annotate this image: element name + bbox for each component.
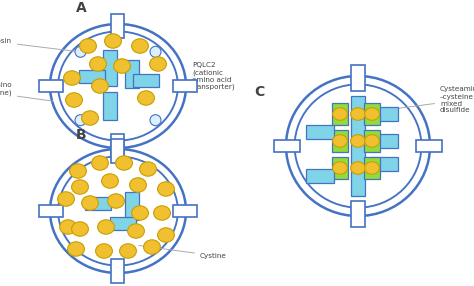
Ellipse shape (50, 149, 186, 273)
Bar (370, 134, 398, 148)
Ellipse shape (365, 162, 379, 174)
Ellipse shape (70, 164, 86, 178)
Bar (274, 140, 300, 152)
Text: C: C (254, 85, 264, 99)
Bar (133, 74, 159, 86)
Ellipse shape (333, 108, 347, 120)
Bar (370, 157, 398, 171)
Ellipse shape (333, 135, 347, 147)
Bar (125, 192, 139, 220)
Bar (332, 103, 348, 125)
Text: Cationic amino
acid (for example, lysine): Cationic amino acid (for example, lysine… (0, 82, 53, 101)
Ellipse shape (91, 156, 109, 170)
Bar (173, 80, 197, 92)
Ellipse shape (90, 57, 106, 71)
Bar (370, 107, 398, 121)
Bar (306, 125, 334, 139)
Ellipse shape (105, 34, 121, 48)
Bar (111, 134, 125, 158)
Ellipse shape (64, 71, 81, 85)
Ellipse shape (119, 244, 137, 258)
Ellipse shape (140, 162, 156, 176)
Bar (103, 50, 117, 86)
Bar (111, 14, 125, 38)
Circle shape (150, 115, 161, 126)
Ellipse shape (82, 111, 99, 125)
Ellipse shape (101, 174, 118, 188)
Bar (39, 205, 63, 217)
Bar (173, 205, 197, 217)
Ellipse shape (144, 240, 160, 254)
Ellipse shape (333, 162, 347, 174)
Ellipse shape (108, 194, 124, 208)
Ellipse shape (58, 192, 74, 206)
Ellipse shape (157, 228, 174, 242)
Ellipse shape (129, 178, 146, 192)
Circle shape (150, 46, 161, 57)
Ellipse shape (286, 76, 430, 216)
Ellipse shape (68, 242, 84, 256)
Ellipse shape (351, 108, 365, 120)
Ellipse shape (98, 220, 114, 234)
Ellipse shape (80, 39, 96, 53)
Bar (351, 65, 365, 91)
Ellipse shape (137, 91, 155, 105)
Ellipse shape (50, 24, 186, 148)
Ellipse shape (365, 108, 379, 120)
Bar (111, 259, 125, 283)
Ellipse shape (72, 180, 88, 194)
Text: Cysteamine
–cysteine
mixed
disulfide: Cysteamine –cysteine mixed disulfide (381, 86, 474, 114)
Bar (39, 80, 63, 92)
Text: A: A (76, 1, 87, 15)
Text: PQLC2
(cationic
amino acid
transporter): PQLC2 (cationic amino acid transporter) (183, 62, 236, 90)
Ellipse shape (72, 222, 88, 236)
Bar (110, 217, 136, 229)
Bar (103, 92, 117, 120)
Ellipse shape (60, 220, 76, 234)
Bar (332, 157, 348, 179)
Ellipse shape (132, 39, 148, 53)
Circle shape (75, 115, 86, 126)
Ellipse shape (65, 93, 82, 107)
Bar (364, 103, 380, 125)
Bar (416, 140, 442, 152)
Ellipse shape (154, 206, 170, 220)
Ellipse shape (96, 244, 112, 258)
Bar (351, 201, 365, 227)
Bar (351, 96, 365, 196)
Text: Cystinosin: Cystinosin (0, 38, 78, 51)
Bar (79, 69, 105, 82)
Ellipse shape (116, 156, 132, 170)
Ellipse shape (150, 57, 166, 71)
Bar (111, 139, 125, 163)
Ellipse shape (351, 135, 365, 147)
Bar (125, 60, 139, 88)
Ellipse shape (157, 182, 174, 196)
Bar (85, 196, 111, 210)
Ellipse shape (365, 135, 379, 147)
Ellipse shape (91, 79, 109, 93)
Ellipse shape (114, 59, 130, 73)
Ellipse shape (128, 224, 145, 238)
Circle shape (75, 46, 86, 57)
Ellipse shape (132, 206, 148, 220)
Bar (306, 169, 334, 183)
Bar (364, 130, 380, 152)
Text: B: B (76, 128, 87, 142)
Bar (332, 130, 348, 152)
Bar (364, 157, 380, 179)
Ellipse shape (82, 196, 99, 210)
Ellipse shape (351, 162, 365, 174)
Text: Cystine: Cystine (139, 245, 227, 259)
